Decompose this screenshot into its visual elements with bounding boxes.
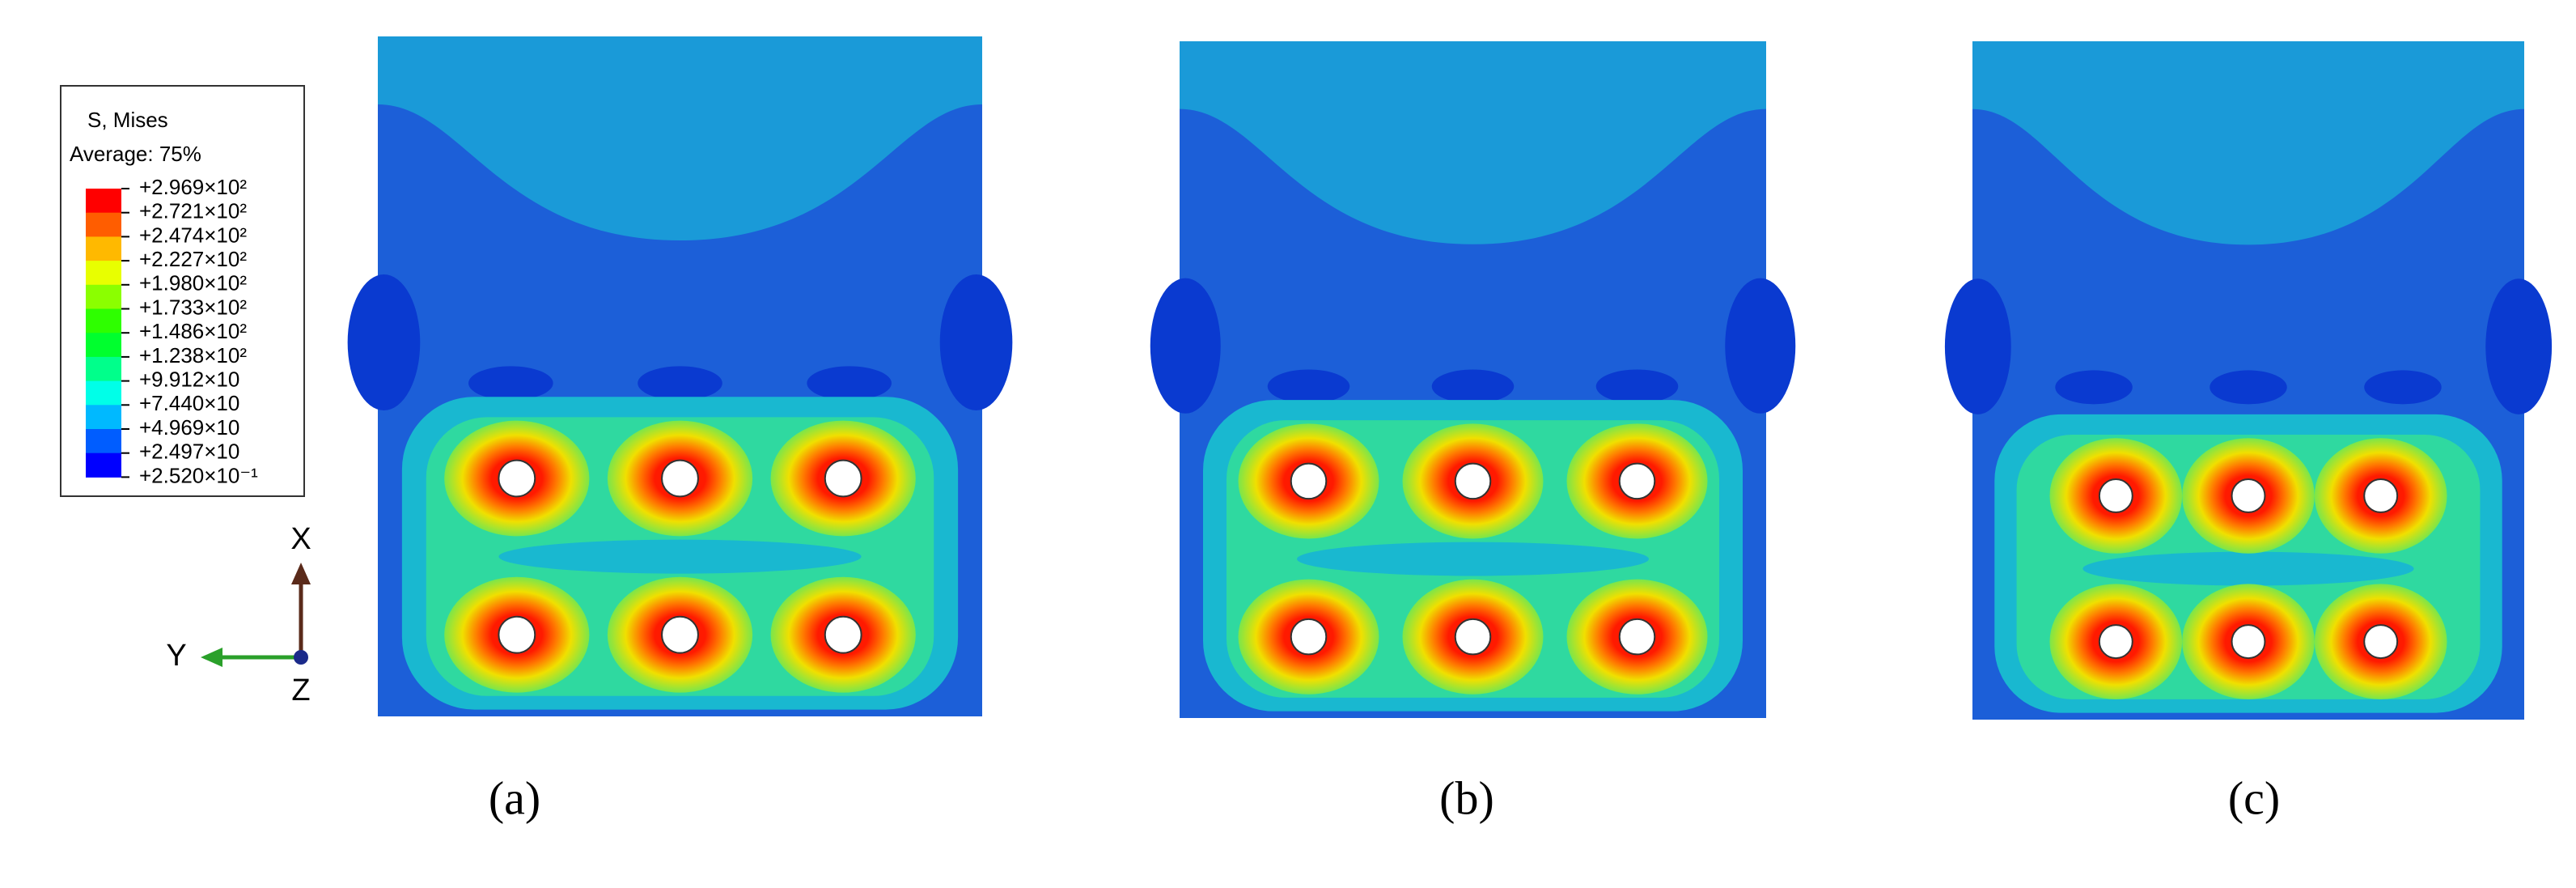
hole <box>824 615 862 654</box>
min-stress-region <box>638 366 722 401</box>
min-stress-region <box>1725 278 1796 414</box>
panel-label: (b) <box>1439 771 1494 824</box>
x-arrow-head <box>291 563 311 584</box>
cool-pocket <box>2082 551 2414 586</box>
min-stress-region <box>2485 278 2553 414</box>
hole <box>824 459 862 498</box>
hole <box>2363 478 2399 513</box>
min-stress-region <box>468 366 553 401</box>
hole <box>498 459 536 498</box>
legend-swatch <box>86 380 121 406</box>
axis-y-label: Y <box>166 639 186 673</box>
hole <box>2098 624 2133 660</box>
hole <box>1290 618 1328 656</box>
axis-z-label: Z <box>291 673 310 707</box>
legend-swatch <box>86 452 121 478</box>
legend-label: +2.474×10² <box>139 223 247 247</box>
legend-swatch <box>86 429 121 454</box>
min-stress-region <box>1431 369 1515 404</box>
hole <box>1618 618 1656 656</box>
hole <box>661 615 699 654</box>
hole <box>2098 478 2133 513</box>
legend-label: +2.497×10 <box>139 440 239 464</box>
axis-x-label: X <box>290 522 311 556</box>
min-stress-region <box>1150 278 1221 414</box>
hole <box>498 615 536 654</box>
legend-title: S, Mises <box>87 108 168 132</box>
min-stress-region <box>1944 278 2011 414</box>
legend-label: +1.486×10² <box>139 319 247 343</box>
legend-label: +2.969×10² <box>139 175 247 199</box>
min-stress-region <box>2055 370 2133 405</box>
hole <box>1454 462 1492 500</box>
legend-swatch <box>86 212 121 237</box>
axis-triad: X Y Z <box>166 522 311 707</box>
min-stress-region <box>1267 369 1350 404</box>
cool-pocket <box>1297 542 1649 576</box>
low-stress-region <box>1972 41 2524 245</box>
hole <box>1618 462 1656 500</box>
legend-label: +2.520×10⁻¹ <box>139 463 258 487</box>
contour-plot <box>347 36 1013 716</box>
panel-label: (c) <box>2228 771 2280 824</box>
legend-label: +9.912×10 <box>139 367 239 391</box>
legend-label: +7.440×10 <box>139 391 239 415</box>
hole <box>2231 624 2266 660</box>
hole <box>2231 478 2266 513</box>
legend-label: +1.733×10² <box>139 295 247 319</box>
legend: S, Mises Average: 75% +2.969×10²+2.721×1… <box>60 85 305 497</box>
legend-label: +2.721×10² <box>139 199 247 223</box>
contour-plot <box>1944 41 2553 720</box>
z-dot <box>294 650 308 665</box>
y-arrow-head <box>201 648 222 667</box>
legend-swatch <box>86 356 121 382</box>
low-stress-region <box>378 36 982 240</box>
contour-plot <box>1150 41 1796 718</box>
min-stress-region <box>1595 369 1679 404</box>
min-stress-region <box>939 274 1013 410</box>
panel-label: (a) <box>489 771 540 824</box>
legend-swatch <box>86 236 121 261</box>
min-stress-region <box>347 274 421 410</box>
hole <box>661 459 699 498</box>
cool-pocket <box>498 539 862 574</box>
hole <box>1454 618 1492 656</box>
min-stress-region <box>2210 370 2287 405</box>
legend-swatch <box>86 308 121 334</box>
legend-label: +1.238×10² <box>139 343 247 368</box>
hole <box>2363 624 2399 660</box>
legend-swatch <box>86 333 121 358</box>
min-stress-region <box>807 366 892 401</box>
legend-label: +4.969×10 <box>139 415 239 440</box>
min-stress-region <box>2364 370 2442 405</box>
legend-swatch <box>86 284 121 309</box>
legend-label: +1.980×10² <box>139 271 247 295</box>
low-stress-region <box>1180 41 1766 244</box>
legend-swatch <box>86 405 121 430</box>
legend-swatch <box>86 189 121 214</box>
legend-swatch <box>86 261 121 286</box>
legend-label: +2.227×10² <box>139 247 247 271</box>
hole <box>1290 462 1328 500</box>
legend-subtitle: Average: 75% <box>70 142 201 166</box>
